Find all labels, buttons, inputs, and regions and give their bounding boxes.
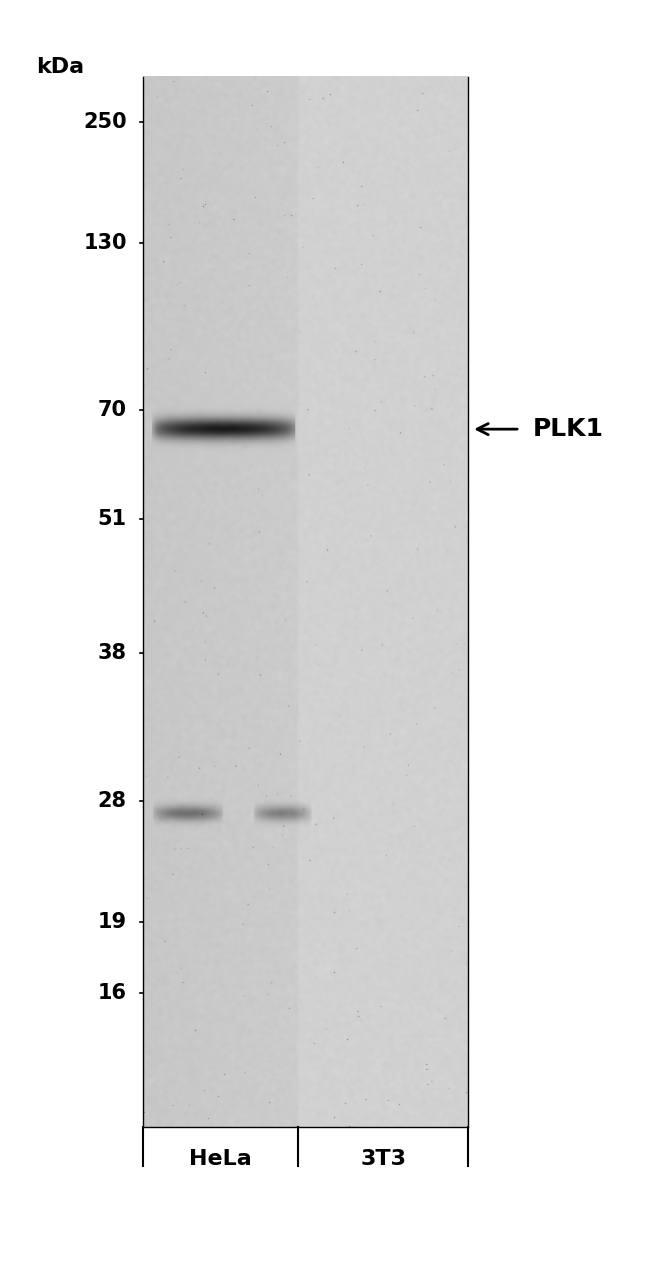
Text: 130: 130	[83, 233, 127, 254]
Text: kDa: kDa	[36, 56, 84, 77]
Text: 70: 70	[98, 400, 127, 420]
Text: HeLa: HeLa	[189, 1149, 252, 1170]
Text: 19: 19	[98, 912, 127, 933]
Text: 250: 250	[83, 111, 127, 132]
Text: 3T3: 3T3	[360, 1149, 406, 1170]
Text: PLK1: PLK1	[533, 418, 604, 441]
Text: 28: 28	[98, 790, 127, 811]
Text: 51: 51	[98, 509, 127, 529]
Text: 16: 16	[98, 983, 127, 1003]
Text: 38: 38	[98, 643, 127, 664]
